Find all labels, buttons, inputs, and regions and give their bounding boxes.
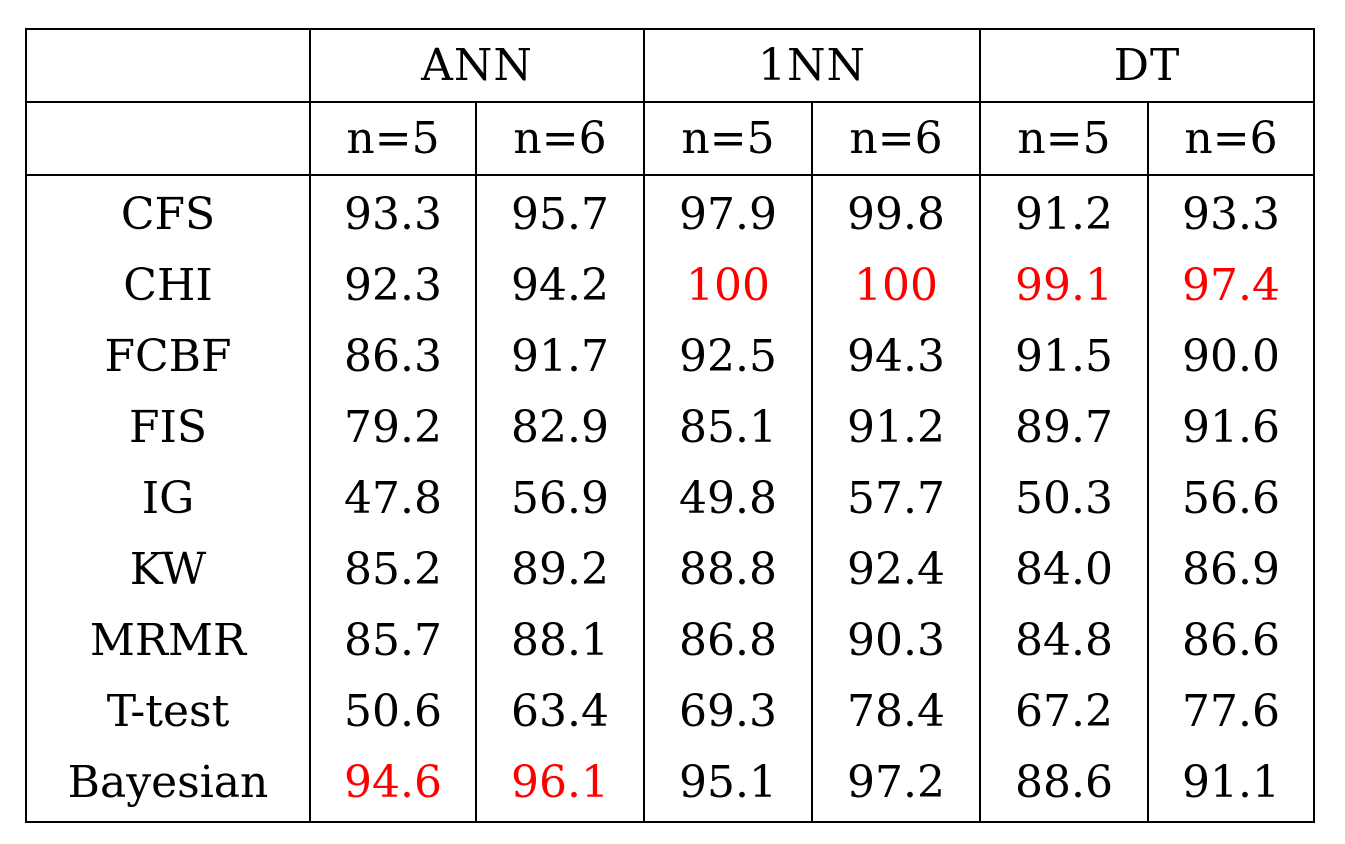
value-cell: 93.3 bbox=[1147, 175, 1315, 250]
sub-header-row: n=5 n=6 n=5 n=6 n=5 n=6 bbox=[25, 102, 1315, 176]
value-cell: 86.8 bbox=[643, 605, 813, 676]
table-row: FCBF 86.3 91.7 92.5 94.3 91.5 90.0 bbox=[25, 321, 1315, 392]
value-cell: 93.3 bbox=[309, 175, 477, 250]
value-cell: 90.0 bbox=[1147, 321, 1315, 392]
value-cell: 91.7 bbox=[475, 321, 645, 392]
table-row: FIS 79.2 82.9 85.1 91.2 89.7 91.6 bbox=[25, 392, 1315, 463]
value-cell: 95.7 bbox=[475, 175, 645, 250]
value-cell: 57.7 bbox=[811, 463, 981, 534]
value-cell: 79.2 bbox=[309, 392, 477, 463]
sub-header-cell: n=6 bbox=[1147, 102, 1315, 176]
sub-header-cell: n=6 bbox=[811, 102, 981, 176]
value-cell: 84.8 bbox=[979, 605, 1149, 676]
value-cell: 50.6 bbox=[309, 676, 477, 747]
results-table: ANN 1NN DT n=5 n=6 n=5 n=6 n=5 n=6 CFS 93… bbox=[25, 28, 1315, 823]
value-cell: 91.1 bbox=[1147, 747, 1315, 823]
table-row: KW 85.2 89.2 88.8 92.4 84.0 86.9 bbox=[25, 534, 1315, 605]
value-cell: 50.3 bbox=[979, 463, 1149, 534]
value-cell: 94.6 bbox=[309, 747, 477, 823]
value-cell: 97.2 bbox=[811, 747, 981, 823]
value-cell: 100 bbox=[811, 250, 981, 321]
table-row: IG 47.8 56.9 49.8 57.7 50.3 56.6 bbox=[25, 463, 1315, 534]
value-cell: 88.1 bbox=[475, 605, 645, 676]
method-label: Bayesian bbox=[25, 747, 311, 823]
value-cell: 84.0 bbox=[979, 534, 1149, 605]
method-label: KW bbox=[25, 534, 311, 605]
value-cell: 97.9 bbox=[643, 175, 813, 250]
value-cell: 86.6 bbox=[1147, 605, 1315, 676]
method-label: CHI bbox=[25, 250, 311, 321]
value-cell: 85.2 bbox=[309, 534, 477, 605]
value-cell: 90.3 bbox=[811, 605, 981, 676]
value-cell: 94.2 bbox=[475, 250, 645, 321]
value-cell: 100 bbox=[643, 250, 813, 321]
value-cell: 89.2 bbox=[475, 534, 645, 605]
method-label: CFS bbox=[25, 175, 311, 250]
value-cell: 92.5 bbox=[643, 321, 813, 392]
value-cell: 89.7 bbox=[979, 392, 1149, 463]
value-cell: 67.2 bbox=[979, 676, 1149, 747]
corner-cell-lower bbox=[25, 102, 311, 176]
method-label: FCBF bbox=[25, 321, 311, 392]
value-cell: 78.4 bbox=[811, 676, 981, 747]
value-cell: 86.9 bbox=[1147, 534, 1315, 605]
value-cell: 91.2 bbox=[979, 175, 1149, 250]
value-cell: 86.3 bbox=[309, 321, 477, 392]
value-cell: 96.1 bbox=[475, 747, 645, 823]
table-row: Bayesian 94.6 96.1 95.1 97.2 88.6 91.1 bbox=[25, 747, 1315, 823]
group-header-1nn: 1NN bbox=[643, 28, 981, 103]
value-cell: 91.6 bbox=[1147, 392, 1315, 463]
value-cell: 56.6 bbox=[1147, 463, 1315, 534]
group-header-dt: DT bbox=[979, 28, 1315, 103]
value-cell: 91.5 bbox=[979, 321, 1149, 392]
value-cell: 47.8 bbox=[309, 463, 477, 534]
value-cell: 94.3 bbox=[811, 321, 981, 392]
method-label: T-test bbox=[25, 676, 311, 747]
sub-header-cell: n=6 bbox=[475, 102, 645, 176]
value-cell: 85.1 bbox=[643, 392, 813, 463]
value-cell: 69.3 bbox=[643, 676, 813, 747]
value-cell: 56.9 bbox=[475, 463, 645, 534]
value-cell: 49.8 bbox=[643, 463, 813, 534]
sub-header-cell: n=5 bbox=[309, 102, 477, 176]
value-cell: 99.8 bbox=[811, 175, 981, 250]
value-cell: 91.2 bbox=[811, 392, 981, 463]
value-cell: 88.6 bbox=[979, 747, 1149, 823]
value-cell: 92.4 bbox=[811, 534, 981, 605]
value-cell: 63.4 bbox=[475, 676, 645, 747]
value-cell: 82.9 bbox=[475, 392, 645, 463]
value-cell: 85.7 bbox=[309, 605, 477, 676]
table-row: MRMR 85.7 88.1 86.8 90.3 84.8 86.6 bbox=[25, 605, 1315, 676]
method-label: IG bbox=[25, 463, 311, 534]
table-row: T-test 50.6 63.4 69.3 78.4 67.2 77.6 bbox=[25, 676, 1315, 747]
table-row: CHI 92.3 94.2 100 100 99.1 97.4 bbox=[25, 250, 1315, 321]
group-header-row: ANN 1NN DT bbox=[25, 28, 1315, 103]
group-header-ann: ANN bbox=[309, 28, 645, 103]
value-cell: 88.8 bbox=[643, 534, 813, 605]
value-cell: 95.1 bbox=[643, 747, 813, 823]
table-row: CFS 93.3 95.7 97.9 99.8 91.2 93.3 bbox=[25, 175, 1315, 250]
value-cell: 77.6 bbox=[1147, 676, 1315, 747]
sub-header-cell: n=5 bbox=[979, 102, 1149, 176]
method-label: MRMR bbox=[25, 605, 311, 676]
value-cell: 92.3 bbox=[309, 250, 477, 321]
method-label: FIS bbox=[25, 392, 311, 463]
value-cell: 99.1 bbox=[979, 250, 1149, 321]
value-cell: 97.4 bbox=[1147, 250, 1315, 321]
corner-cell bbox=[25, 28, 311, 103]
sub-header-cell: n=5 bbox=[643, 102, 813, 176]
